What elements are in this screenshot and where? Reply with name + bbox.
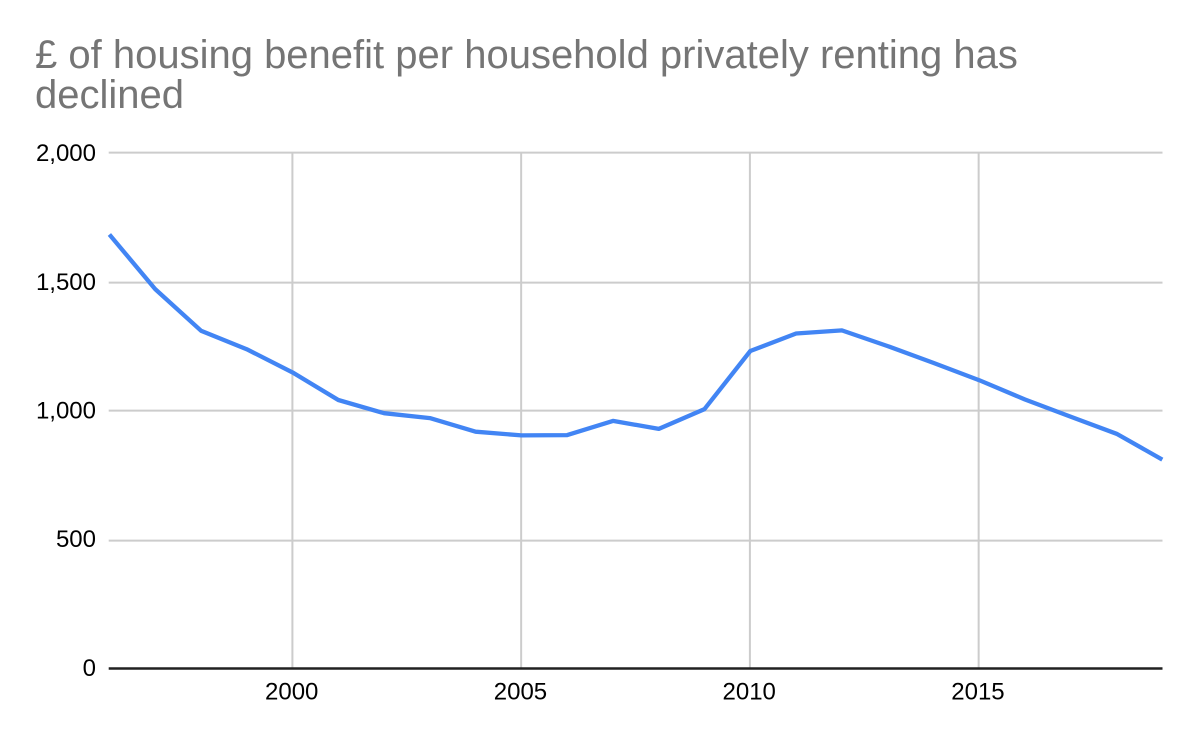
svg-text:1,500: 1,500 (36, 269, 96, 296)
svg-text:2015: 2015 (951, 679, 1004, 706)
svg-text:0: 0 (83, 655, 96, 682)
svg-text:£ of housing benefit per house: £ of housing benefit per household priva… (35, 33, 1018, 77)
svg-text:2005: 2005 (494, 679, 547, 706)
svg-text:1,000: 1,000 (36, 397, 96, 424)
svg-text:declined: declined (35, 73, 184, 117)
svg-text:2000: 2000 (265, 679, 318, 706)
svg-text:2,000: 2,000 (36, 140, 96, 167)
svg-text:500: 500 (56, 526, 96, 553)
svg-text:2010: 2010 (723, 679, 776, 706)
